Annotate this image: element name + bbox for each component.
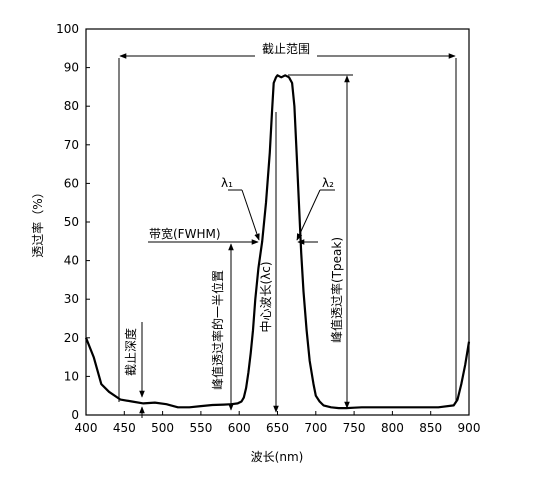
series-layer: [84, 74, 471, 410]
half-peak-label: 峰值透过率的一半位置: [210, 270, 225, 390]
x-tick-label: 850: [419, 421, 442, 435]
y-tick-label: 50: [64, 215, 79, 229]
x-tick-label: 900: [458, 421, 481, 435]
x-axis-ticks: 400 450 500 550 600 650 700 750 800 850 900: [75, 411, 481, 435]
y-tick-label: 80: [64, 99, 79, 113]
bandwidth-label: 带宽(FWHM): [149, 226, 221, 241]
y-tick-label: 70: [64, 138, 79, 152]
annotation-layer: 截止范围 峰值透过率(Tpeak) 中心波长(λc) 带宽(FWHM) λ₁ λ…: [118, 41, 457, 418]
lambda1-label: λ₁: [221, 176, 233, 190]
plot-axes: [85, 28, 470, 416]
transmission-curve: [84, 74, 471, 410]
y-tick-label: 0: [71, 408, 79, 422]
x-tick-label: 600: [228, 421, 251, 435]
peak-transmittance-label: 峰值透过率(Tpeak): [329, 237, 344, 343]
cutoff-range-label: 截止范围: [262, 42, 310, 56]
x-axis-label: 波长(nm): [251, 450, 304, 464]
x-tick-label: 550: [189, 421, 212, 435]
x-tick-label: 700: [304, 421, 327, 435]
cutoff-depth-label: 截止深度: [123, 328, 138, 376]
y-tick-label: 20: [64, 331, 79, 345]
y-tick-label: 30: [64, 292, 79, 306]
lambda2-arrow: [296, 189, 321, 241]
lambda2-label: λ₂: [322, 176, 334, 190]
plot-frame: [85, 28, 470, 416]
y-axis-ticks: 0 10 20 30 40 50 60 70 80 90 100: [56, 22, 90, 422]
cutoff-range-label-bg: [255, 41, 317, 57]
x-tick-label: 800: [381, 421, 404, 435]
lambda1-arrow: [241, 189, 260, 241]
y-tick-label: 40: [64, 254, 79, 268]
y-tick-label: 60: [64, 176, 79, 190]
y-axis-label: 透过率（%）: [30, 186, 45, 257]
center-wavelength-label: 中心波长(λc): [258, 261, 273, 332]
y-tick-label: 100: [56, 22, 79, 36]
y-tick-label: 10: [64, 369, 79, 383]
x-tick-label: 400: [75, 421, 98, 435]
y-tick-label: 90: [64, 61, 79, 75]
x-tick-label: 450: [113, 421, 136, 435]
x-tick-label: 650: [266, 421, 289, 435]
x-tick-label: 500: [151, 421, 174, 435]
x-tick-label: 750: [343, 421, 366, 435]
